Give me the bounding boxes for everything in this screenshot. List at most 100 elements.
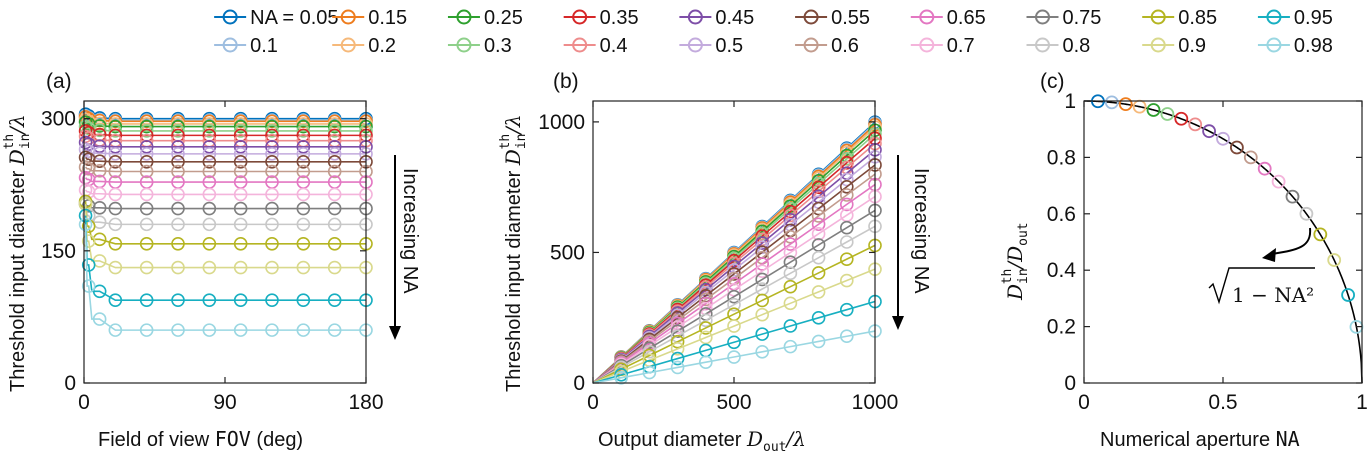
panel-b-marker: [783, 255, 798, 269]
panel-b-marker: [811, 250, 826, 265]
panel-c-ytick-label: 0.2: [1047, 316, 1076, 339]
panel-c-curve-annotation: 1 − NA²: [1208, 227, 1315, 307]
panel-c-marker: [1160, 107, 1175, 121]
panel-b-marker: [811, 201, 826, 216]
panel-b-marker: [783, 296, 798, 311]
legend-marker: [687, 9, 703, 25]
panel-c-marker: [1146, 103, 1161, 117]
panel-a-marker: [108, 260, 123, 275]
panel-b-marker: [839, 329, 854, 344]
legend-marker: [1266, 9, 1282, 25]
panel-b-marker: [811, 227, 826, 241]
panel-b-marker: [670, 342, 685, 356]
panel-a-xtick-label: 0: [78, 391, 90, 414]
panel-b-label: (b): [553, 70, 579, 93]
panel-a-marker: [233, 164, 248, 179]
panel-b-marker: [755, 327, 770, 341]
panel-b-series-line: [592, 195, 876, 384]
legend-marker: [456, 37, 472, 53]
panel-c-xlabel: Numerical aperture NA: [1100, 427, 1300, 451]
panel-a-marker: [265, 119, 279, 134]
legend-label: 0.55: [831, 7, 870, 29]
legend-label: 0.98: [1294, 35, 1333, 57]
panel-b-marker: [670, 334, 685, 349]
panel-a-marker: [265, 201, 279, 216]
panel-b-marker: [727, 350, 741, 364]
panel-b-marker: [614, 371, 629, 385]
panel-a-marker: [233, 217, 248, 232]
panel-b-marker: [783, 266, 798, 281]
panel-a-marker: [92, 284, 107, 299]
panel-a-marker: [327, 293, 342, 307]
panel-b-marker: [811, 217, 826, 232]
panel-a-marker: [296, 124, 311, 138]
panel-c-plot: [1084, 94, 1364, 384]
legend-item: 0.98: [1257, 35, 1333, 57]
panel-b-marker: [755, 272, 770, 287]
panel-a-marker: [265, 124, 279, 138]
panel-a-marker: [296, 293, 311, 307]
panel-b-plot: [592, 115, 882, 385]
panel-a-marker: [108, 155, 123, 169]
panel-a-marker: [233, 140, 248, 154]
panel-a-arrow-head: [389, 326, 401, 340]
panel-a-marker: [139, 187, 154, 202]
legend-label: 0.15: [368, 7, 407, 29]
panel-a-ytick-label: 150: [41, 240, 76, 263]
panel-b-marker: [839, 172, 854, 187]
panel-a-marker: [171, 124, 185, 138]
legend-label: 0.45: [715, 7, 754, 29]
panel-a-marker: [171, 293, 185, 307]
panel-b-marker: [783, 279, 798, 294]
panel-b-marker: [642, 365, 657, 380]
panel-b-marker: [698, 355, 713, 370]
panel-a-marker: [296, 260, 311, 275]
panel-a-marker: [327, 201, 342, 216]
panel-a-marker: [327, 260, 342, 275]
panel-b-marker: [811, 209, 826, 223]
panel-a-marker: [92, 186, 107, 201]
panel-a: (a) 0 90 180 0 150 300 Increasing NA Threshol…: [2, 70, 421, 451]
legend-marker: [1035, 9, 1050, 25]
panel-b-marker: [839, 252, 854, 266]
panel-a-marker: [265, 217, 279, 232]
legend-item: 0.65: [910, 7, 986, 29]
panel-b-series-line: [592, 209, 876, 384]
legend-item: 0.25: [447, 7, 523, 29]
panel-a-series-line: [84, 156, 366, 163]
panel-a-marker: [327, 124, 342, 138]
panel-b-marker: [811, 334, 826, 349]
panel-b-marker: [698, 321, 713, 335]
panel-c-ytick-label: 0.8: [1047, 146, 1076, 169]
legend-label: 0.75: [1063, 7, 1102, 29]
panel-a-series: [78, 150, 373, 169]
panel-c-ytick-label: 0.6: [1047, 203, 1076, 226]
legend-item: 0.85: [1142, 7, 1217, 29]
panel-a-series-line: [84, 215, 366, 301]
panel-a-marker: [108, 124, 123, 138]
panel-a-marker: [171, 236, 185, 251]
panel-b-xlabel: Output diameter Dout/λ: [598, 427, 806, 455]
panel-b-marker: [839, 197, 854, 212]
panel-a-marker: [233, 119, 248, 134]
legend-item: 0.8: [1026, 35, 1090, 57]
legend-label: 0.6: [831, 35, 859, 57]
panel-a-marker: [108, 140, 123, 154]
panel-a-marker: [233, 260, 248, 275]
panel-a-marker: [265, 140, 279, 154]
panel-a-marker: [296, 147, 311, 161]
panel-b-marker: [811, 311, 826, 325]
panel-b-marker: [783, 339, 798, 354]
panel-c-label: (c): [1040, 70, 1065, 93]
panel-b-annotation-text: Increasing NA: [910, 168, 932, 294]
panel-a-xtick-label: 90: [213, 391, 236, 414]
panel-c-xtick-label: 0: [1078, 391, 1090, 414]
panel-b-marker: [755, 257, 770, 271]
panel-c-pointer-arrow: [1271, 227, 1312, 255]
panel-b-series-line: [592, 164, 876, 384]
panel-a-marker: [171, 201, 185, 216]
panel-a-series: [78, 183, 373, 202]
legend-item: 0.95: [1257, 7, 1333, 29]
panel-b-ytick-label: 1000: [538, 111, 585, 134]
panel-a-marker: [296, 217, 311, 232]
